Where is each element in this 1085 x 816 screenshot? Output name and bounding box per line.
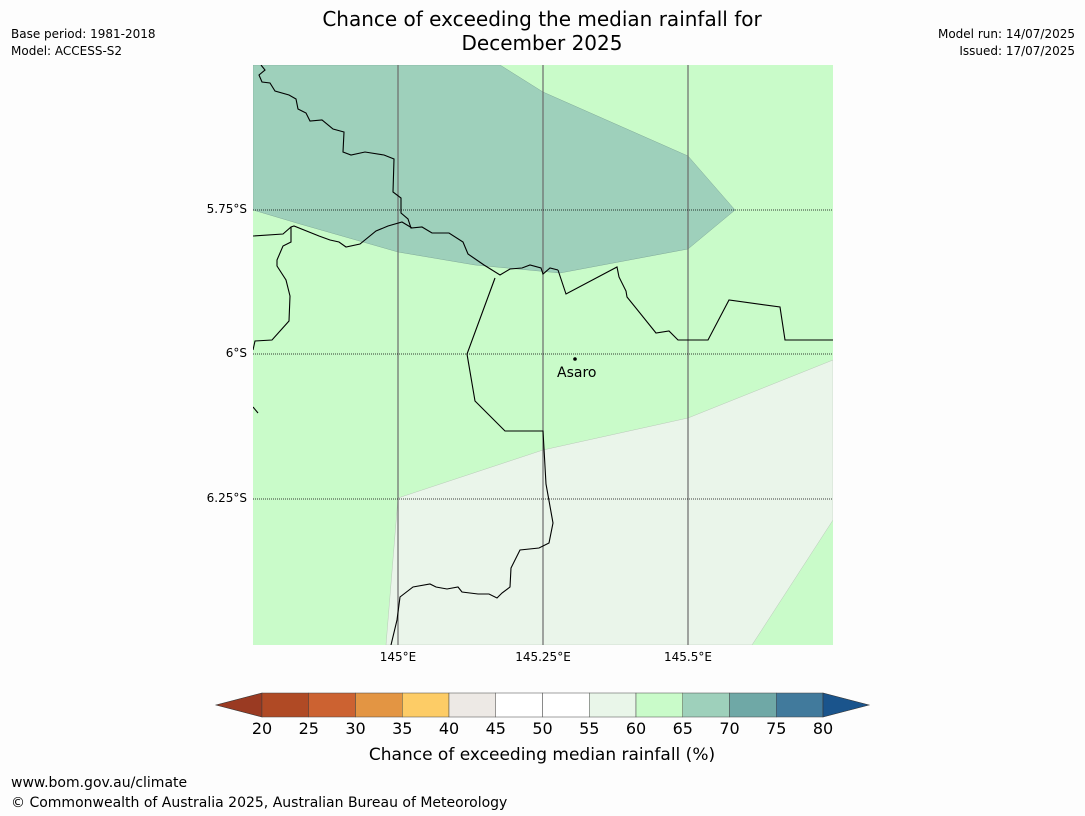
model-info: Base period: 1981-2018 Model: ACCESS-S2 (11, 26, 156, 60)
zone-65-70 (253, 65, 736, 274)
title-line-2: December 2025 (461, 31, 623, 55)
colorbar-tick-label: 20 (251, 719, 273, 738)
colorbar-tick-label: 55 (579, 719, 600, 738)
colorbar-swatch (589, 692, 637, 718)
lat-label-3: 6.25°S (206, 491, 247, 505)
colorbar-tick-label: 80 (812, 719, 834, 738)
colorbar-label: Chance of exceeding median rainfall (%) (368, 745, 716, 765)
province-boundaries (253, 65, 833, 645)
model-run-date: Model run: 14/07/2025 (937, 27, 1075, 41)
colorbar-swatch (776, 692, 824, 718)
colorbar-swatch (308, 692, 356, 718)
colorbar-swatch (448, 692, 496, 718)
footer-copyright: © Commonwealth of Australia 2025, Austra… (11, 795, 508, 811)
colorbar-tick-label: 70 (719, 719, 740, 738)
lon-label-2: 145.25°E (515, 650, 571, 664)
run-info: Model run: 14/07/2025 Issued: 17/07/2025 (938, 26, 1075, 60)
lat-label-1: 5.75°S (206, 202, 247, 216)
colorbar-swatch (682, 692, 730, 718)
zone-55-60 (385, 359, 833, 645)
issued-date: Issued: 17/07/2025 (959, 44, 1075, 58)
colorbar-tick-label: 40 (438, 719, 460, 738)
colorbar-swatch (495, 692, 543, 718)
colorbar-tick-label: 35 (392, 719, 413, 738)
colorbar-swatch (261, 692, 309, 718)
colorbar-tick-label: 45 (485, 719, 506, 738)
colorbar-swatch (635, 692, 683, 718)
lon-label-1: 145°E (379, 650, 417, 664)
model-name: Model: ACCESS-S2 (11, 44, 123, 58)
colorbar-tick-label: 30 (345, 719, 366, 738)
colorbar-tick-label: 65 (672, 719, 693, 738)
place-label-asaro: Asaro (557, 365, 597, 381)
map-title: Chance of exceeding the median rainfall … (242, 7, 842, 55)
colorbar-extend-high (822, 692, 871, 718)
lat-label-2: 6°S (225, 346, 247, 360)
colorbar-tick-label: 75 (766, 719, 787, 738)
colorbar-swatch (402, 692, 450, 718)
title-line-1: Chance of exceeding the median rainfall … (322, 7, 762, 31)
meridian-lines (397, 65, 689, 645)
asaro-marker (573, 357, 577, 361)
base-period: Base period: 1981-2018 (11, 27, 156, 41)
colorbar-tick-label: 50 (532, 719, 553, 738)
colorbar-tick-label: 25 (298, 719, 319, 738)
colorbar-swatch (355, 692, 403, 718)
colorbar-tick-label: 60 (625, 719, 647, 738)
colorbar-extend-low (214, 692, 263, 718)
colorbar-swatch (729, 692, 777, 718)
parallel-lines (253, 209, 833, 500)
colorbar-swatch (542, 692, 590, 718)
lon-label-3: 145.5°E (664, 650, 712, 664)
footer-url: www.bom.gov.au/climate (11, 775, 188, 791)
